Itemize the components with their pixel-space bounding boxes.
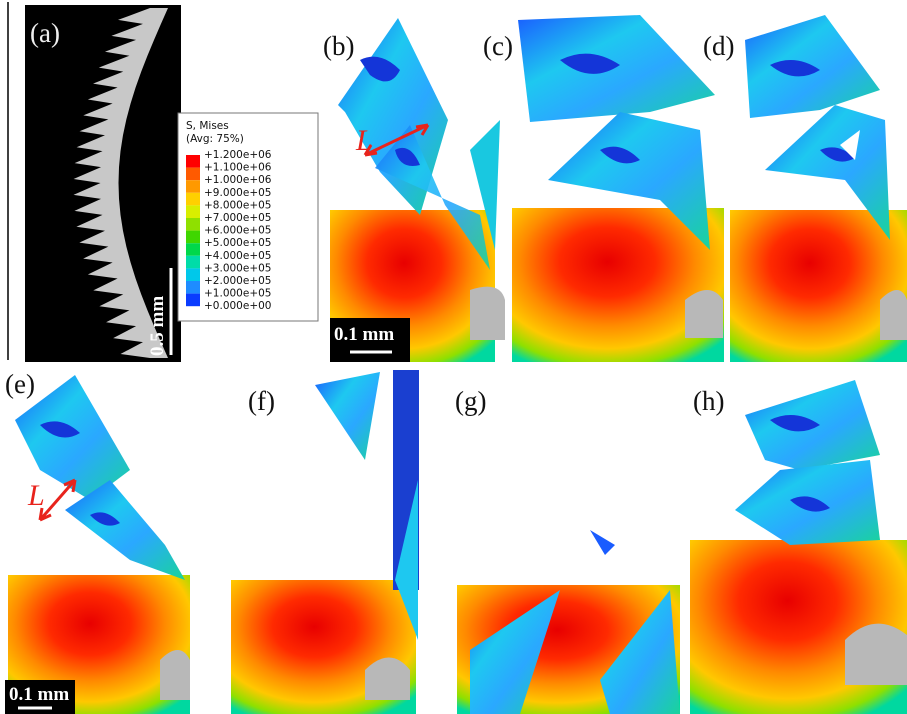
panel-b [330,18,505,362]
legend-label: +1.100e+06 [204,162,272,174]
scale-label: 0.1 mm [334,324,394,345]
panel-label: (h) [693,386,724,416]
legend-label: +5.000e+05 [204,237,271,249]
panel-f [231,370,419,714]
legend-swatch [186,294,200,307]
legend-label: +1.000e+06 [204,174,272,186]
legend-label: +1.000e+05 [204,288,271,300]
panel-h [690,380,907,714]
legend-swatch [186,231,200,244]
legend-label: +4.000e+05 [204,250,271,262]
legend-swatch [186,256,200,269]
panel-label: (c) [483,31,513,61]
legend-swatch [186,168,200,181]
legend: +1.200e+06+1.100e+06+1.000e+06+9.000e+05… [186,149,272,312]
legend-label: +2.000e+05 [204,275,271,287]
legend-swatch [186,243,200,256]
legend-swatch [186,205,200,218]
legend-title: S, Mises [186,120,229,132]
figure: (a) 0.5 mm S, Mises (Avg: 75%) +1.200e+0… [0,0,907,714]
panel-c [512,15,724,362]
legend-label: +9.000e+05 [204,187,271,199]
legend-label: +3.000e+05 [204,262,271,274]
legend-label: +8.000e+05 [204,199,271,211]
annotation: L [27,479,45,512]
panel-label: (a) [30,18,60,48]
panel-e [5,375,190,714]
legend-swatch [186,155,200,168]
legend-label: +1.200e+06 [204,149,272,161]
panel-label: (e) [5,369,35,399]
legend-swatch [186,218,200,231]
legend-subtitle: (Avg: 75%) [186,133,244,145]
panel-label: (d) [703,31,734,61]
legend-swatch [186,180,200,193]
arrow [40,480,75,520]
legend-label: +6.000e+05 [204,225,271,237]
scale-label: 0.1 mm [9,684,69,705]
legend-label: +0.000e+00 [204,300,271,312]
legend-swatch [186,281,200,294]
panel-label: (b) [323,31,354,61]
panel-d [730,15,907,362]
scale-label: 0.5 mm [147,296,168,356]
legend-label: +7.000e+05 [204,212,271,224]
legend-swatch [186,268,200,281]
annotation: L [355,124,373,157]
panel-label: (f) [248,386,275,416]
panel-label: (g) [455,386,486,416]
legend-swatch [186,193,200,206]
panel-g [457,530,680,714]
